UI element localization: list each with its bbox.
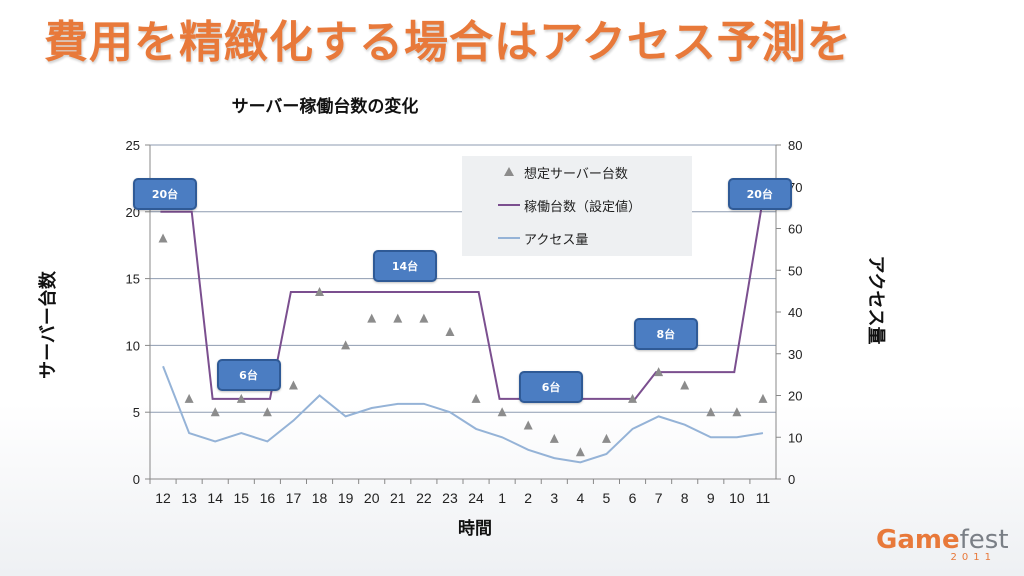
x-tick-label-20: 8 bbox=[681, 490, 689, 506]
legend-label-expected: 想定サーバー台数 bbox=[524, 166, 628, 182]
series-active-line bbox=[160, 198, 764, 400]
y-axis-left-label: サーバー台数 bbox=[38, 271, 59, 379]
chart-title: サーバー稼働台数の変化 bbox=[231, 97, 419, 117]
y-left-tick-label-0: 0 bbox=[133, 472, 140, 487]
expected-point-23 bbox=[758, 393, 768, 403]
y-right-tick-label-5: 50 bbox=[788, 263, 802, 278]
expected-point-20 bbox=[680, 380, 690, 390]
y-axis-right-label: アクセス量 bbox=[865, 255, 886, 345]
x-tick-label-10: 22 bbox=[416, 490, 432, 506]
y-right-tick-label-1: 10 bbox=[788, 430, 802, 445]
x-tick-label-12: 24 bbox=[468, 490, 484, 506]
x-tick-label-7: 19 bbox=[338, 490, 354, 506]
expected-point-11 bbox=[445, 327, 455, 337]
purple-line-icon bbox=[498, 198, 520, 212]
x-tick-label-21: 9 bbox=[707, 490, 715, 506]
legend-item-expected: 想定サーバー台数 bbox=[498, 162, 628, 182]
callout-label-0: 20台 bbox=[133, 177, 198, 210]
y-left-tick-label-1: 5 bbox=[133, 405, 140, 420]
expected-point-6 bbox=[315, 286, 325, 296]
blue-line-icon bbox=[498, 231, 520, 245]
x-tick-label-15: 3 bbox=[550, 490, 558, 506]
x-tick-label-1: 13 bbox=[181, 490, 197, 506]
y-left-tick-label-5: 25 bbox=[126, 138, 140, 153]
x-axis-label: 時間 bbox=[458, 519, 492, 539]
x-tick-label-13: 1 bbox=[498, 490, 506, 506]
x-tick-label-17: 5 bbox=[603, 490, 611, 506]
y-right-tick-label-2: 20 bbox=[788, 389, 802, 404]
expected-point-17 bbox=[601, 433, 611, 443]
legend-item-active: 稼働台数（設定値） bbox=[498, 195, 641, 215]
logo-fest: fest bbox=[959, 525, 1009, 555]
x-tick-label-6: 18 bbox=[312, 490, 328, 506]
expected-point-4 bbox=[262, 407, 272, 417]
y-right-tick-label-0: 0 bbox=[788, 472, 795, 487]
slide-title: 費用を精緻化する場合はアクセス予測を bbox=[44, 17, 852, 68]
callout-label-1: 6台 bbox=[216, 359, 281, 392]
expected-point-10 bbox=[419, 313, 429, 323]
chart-legend: 想定サーバー台数 稼働台数（設定値） アクセス量 bbox=[462, 156, 692, 256]
triangle-marker-icon bbox=[498, 165, 520, 179]
x-tick-label-5: 17 bbox=[286, 490, 302, 506]
callout-label-4: 8台 bbox=[633, 318, 698, 351]
legend-item-access: アクセス量 bbox=[498, 228, 588, 248]
legend-label-active: 稼働台数（設定値） bbox=[524, 199, 642, 215]
logo-game: Game bbox=[876, 525, 960, 555]
expected-point-14 bbox=[523, 420, 533, 430]
expected-point-2 bbox=[210, 407, 220, 417]
expected-point-0 bbox=[158, 233, 168, 243]
y-right-tick-label-6: 60 bbox=[788, 222, 802, 237]
expected-point-9 bbox=[393, 313, 403, 323]
x-tick-label-16: 4 bbox=[576, 490, 584, 506]
y-left-tick-label-3: 15 bbox=[126, 272, 140, 287]
expected-point-19 bbox=[654, 367, 664, 377]
y-left-tick-label-2: 10 bbox=[126, 338, 140, 353]
callout-label-2: 14台 bbox=[373, 249, 437, 282]
expected-point-21 bbox=[706, 407, 716, 417]
x-tick-label-19: 7 bbox=[655, 490, 663, 506]
expected-point-1 bbox=[184, 393, 194, 403]
expected-point-7 bbox=[341, 340, 351, 350]
x-tick-label-18: 6 bbox=[629, 490, 637, 506]
x-tick-label-9: 21 bbox=[390, 490, 406, 506]
x-tick-label-2: 14 bbox=[207, 490, 223, 506]
x-tick-label-0: 12 bbox=[155, 490, 171, 506]
legend-label-access: アクセス量 bbox=[524, 232, 589, 248]
x-tick-label-23: 11 bbox=[756, 490, 771, 506]
expected-point-12 bbox=[471, 393, 481, 403]
expected-point-16 bbox=[575, 447, 585, 457]
expected-point-3 bbox=[236, 393, 246, 403]
y-right-tick-label-4: 40 bbox=[788, 305, 802, 320]
expected-point-22 bbox=[732, 407, 742, 417]
x-tick-label-14: 2 bbox=[524, 490, 532, 506]
expected-point-5 bbox=[288, 380, 298, 390]
callout-label-5: 20台 bbox=[727, 177, 792, 210]
expected-point-13 bbox=[497, 407, 507, 417]
x-tick-label-22: 10 bbox=[729, 490, 745, 506]
expected-point-15 bbox=[549, 433, 559, 443]
y-right-tick-label-3: 30 bbox=[788, 347, 802, 362]
x-tick-label-11: 23 bbox=[442, 490, 458, 506]
gamefest-logo: Gamefest 2011 bbox=[876, 526, 1016, 572]
y-right-tick-label-8: 80 bbox=[788, 138, 802, 153]
x-tick-label-4: 16 bbox=[260, 490, 276, 506]
expected-point-8 bbox=[367, 313, 377, 323]
logo-year: 2011 bbox=[950, 552, 996, 563]
expected-point-18 bbox=[628, 393, 638, 403]
x-tick-label-3: 15 bbox=[234, 490, 250, 506]
series-access-line bbox=[162, 365, 764, 464]
callout-label-3: 6台 bbox=[519, 371, 584, 404]
x-tick-label-8: 20 bbox=[364, 490, 380, 506]
